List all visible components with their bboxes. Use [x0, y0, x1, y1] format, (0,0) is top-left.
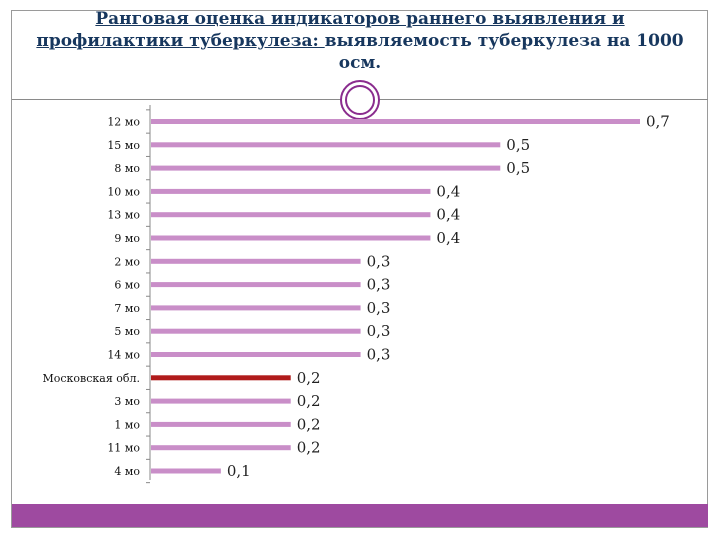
- bar: [151, 235, 431, 241]
- category-label: 1 мо: [114, 418, 140, 431]
- value-label: 0,2: [297, 369, 321, 387]
- bar: [151, 119, 640, 124]
- value-label: 0,1: [227, 462, 251, 480]
- category-label: 9 мо: [114, 232, 140, 245]
- bar: [151, 258, 361, 264]
- category-label: 11 мо: [107, 442, 140, 455]
- value-label: 0,4: [436, 206, 460, 224]
- bar: [151, 445, 291, 451]
- bar: [151, 188, 431, 194]
- value-label: 0,2: [297, 392, 321, 410]
- category-label: 5 мо: [114, 325, 140, 338]
- value-label: 0,2: [297, 415, 321, 433]
- value-label: 0,7: [646, 113, 670, 131]
- circle-ornament-inner: [345, 85, 375, 115]
- category-label: 6 мо: [114, 279, 140, 292]
- category-label: 4 мо: [114, 465, 140, 478]
- value-label: 0,3: [367, 276, 391, 294]
- title-rest-part: выявляемость туберкулеза на 1000 осм.: [324, 31, 684, 73]
- bar: [151, 375, 291, 381]
- bar: [151, 142, 501, 148]
- category-label: 13 мо: [107, 209, 140, 222]
- category-label: 12 мо: [107, 116, 140, 129]
- value-label: 0,4: [436, 229, 460, 247]
- circle-ornament-icon: [340, 80, 380, 120]
- value-label: 0,4: [436, 182, 460, 200]
- bar: [151, 352, 361, 357]
- slide-title: Ранговая оценка индикаторов раннего выяв…: [20, 8, 700, 74]
- bar: [151, 305, 361, 311]
- category-label: 14 мо: [107, 349, 140, 362]
- bar: [151, 212, 431, 218]
- category-label: 2 мо: [114, 255, 140, 268]
- value-label: 0,3: [367, 322, 391, 340]
- category-label: 3 мо: [114, 395, 140, 408]
- category-label: 7 мо: [114, 302, 140, 315]
- category-label: 15 мо: [107, 139, 140, 152]
- bar: [151, 282, 361, 288]
- bar: [151, 328, 361, 334]
- value-label: 0,5: [506, 136, 530, 154]
- category-label: Московская обл.: [43, 372, 141, 385]
- slide-frame: [11, 10, 708, 528]
- value-label: 0,3: [367, 346, 391, 364]
- value-label: 0,3: [367, 299, 391, 317]
- bar: [151, 468, 221, 474]
- value-label: 0,5: [506, 159, 530, 177]
- bar: [151, 421, 291, 427]
- category-label: 10 мо: [107, 185, 140, 198]
- footer-bar: [12, 504, 708, 527]
- bar: [151, 398, 291, 404]
- title-underlined-part: Ранговая оценка индикаторов раннего выяв…: [36, 9, 625, 51]
- value-label: 0,3: [367, 252, 391, 270]
- bar: [151, 165, 501, 171]
- value-label: 0,2: [297, 439, 321, 457]
- category-label: 8 мо: [114, 162, 140, 175]
